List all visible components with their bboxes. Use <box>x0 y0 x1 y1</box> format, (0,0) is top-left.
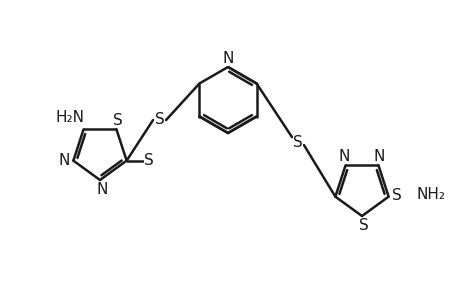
Text: S: S <box>112 113 122 128</box>
Text: N: N <box>222 50 233 65</box>
Text: S: S <box>144 153 153 168</box>
Text: N: N <box>338 149 349 164</box>
Text: S: S <box>358 218 368 232</box>
Text: S: S <box>292 135 302 150</box>
Text: S: S <box>155 112 164 127</box>
Text: N: N <box>96 182 107 196</box>
Text: NH₂: NH₂ <box>416 187 445 202</box>
Text: S: S <box>391 188 401 203</box>
Text: H₂N: H₂N <box>55 110 84 125</box>
Text: N: N <box>59 153 70 168</box>
Text: N: N <box>373 149 384 164</box>
